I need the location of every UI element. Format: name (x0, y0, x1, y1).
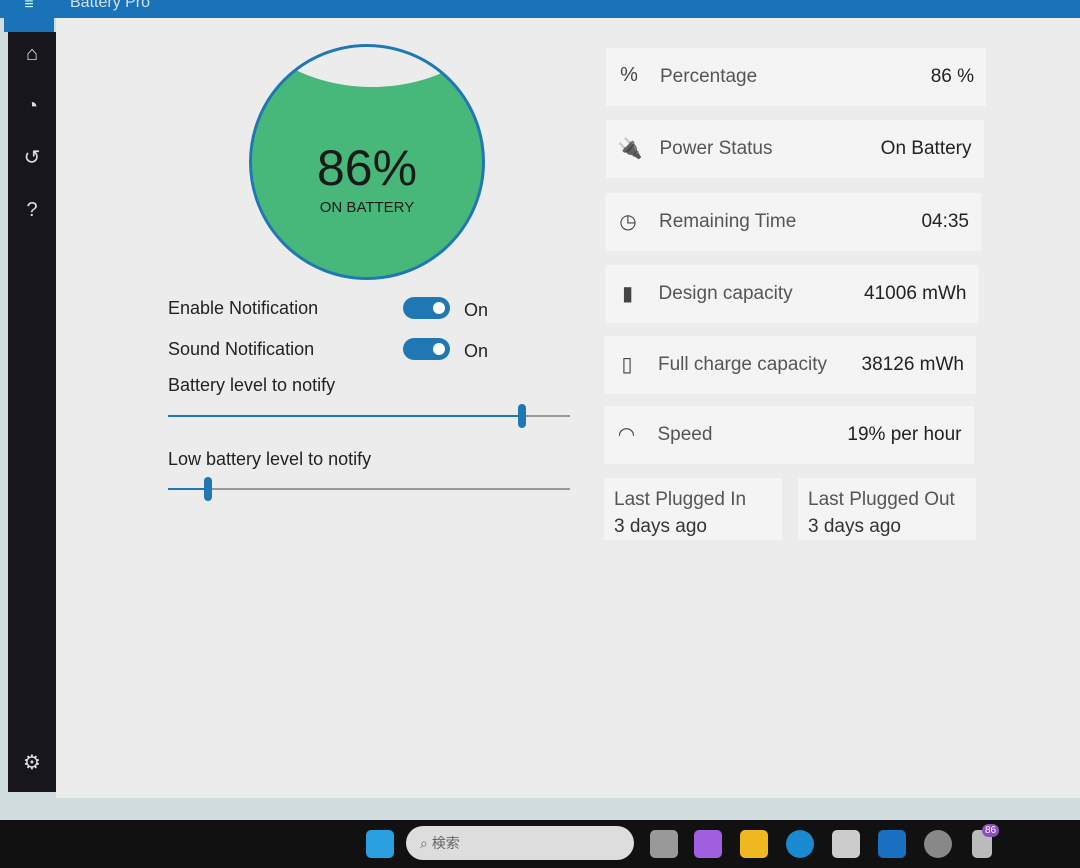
stat-label: Percentage (660, 66, 758, 87)
sound-notification-state: On (464, 341, 489, 361)
stat-card-remaining-time: ◷ Remaining Time 04:35 (605, 193, 981, 251)
last-plugged-out-label: Last Plugged Out (808, 489, 955, 510)
battery-level-label: Battery level to notify (168, 375, 336, 395)
stat-value: 41006 mWh (864, 283, 967, 304)
last-plugged-in-card: Last Plugged In 3 days ago (604, 478, 782, 540)
slider-fill (168, 415, 522, 417)
plug-icon: 🔌 (617, 138, 643, 160)
stat-value: 38126 mWh (861, 354, 964, 375)
stat-value: 86 % (930, 66, 974, 87)
sidebar: ⌂ ◔ ↺ ? ⚙ (8, 32, 56, 792)
low-battery-level-slider[interactable] (168, 477, 570, 501)
stat-value: 19% per hour (847, 424, 962, 445)
enable-notification-state: On (464, 300, 489, 320)
clock-icon: ◷ (619, 211, 637, 233)
battery-badge: 86 (982, 824, 1000, 837)
stat-card-power-status: 🔌 Power Status On Battery (605, 120, 984, 178)
low-battery-level-label: Low battery level to notify (168, 449, 372, 469)
pie-chart-icon[interactable]: ◔ (25, 95, 39, 117)
enable-notification-label: Enable Notification (168, 298, 319, 318)
edge-icon[interactable] (786, 830, 814, 858)
taskbar: ⌕ 検索 86 (0, 820, 1080, 868)
speedometer-icon: ◠ (617, 424, 636, 446)
stat-card-speed: ◠ Speed 19% per hour (603, 406, 974, 464)
stat-label: Power Status (659, 138, 773, 159)
last-plugged-in-label: Last Plugged In (614, 489, 747, 510)
slider-thumb[interactable] (517, 404, 526, 428)
app-title: Battery Pro (70, 0, 151, 11)
task-view-icon[interactable] (650, 830, 678, 858)
last-plugged-out-value: 3 days ago (808, 516, 901, 537)
outlook-icon[interactable] (878, 830, 906, 858)
sound-notification-toggle[interactable] (403, 338, 450, 360)
gauge-empty-area (252, 47, 482, 87)
taskbar-search[interactable]: ⌕ 検索 (406, 826, 634, 860)
settings-icon[interactable]: ⚙ (23, 752, 41, 774)
stat-card-full-charge-capacity: ▯ Full charge capacity 38126 mWh (604, 336, 976, 394)
battery-level-slider[interactable] (168, 404, 570, 428)
m365-icon[interactable] (694, 830, 722, 858)
stat-label: Speed (657, 424, 713, 445)
main-panel: 86% ON BATTERY Enable Notification On So… (56, 18, 1080, 798)
settings-app-icon[interactable] (924, 830, 952, 858)
last-plugged-out-card: Last Plugged Out 3 days ago (798, 478, 976, 540)
battery-full-icon: ▯ (621, 354, 633, 376)
battery-percent: 86% (316, 140, 418, 196)
file-explorer-icon[interactable] (740, 830, 768, 858)
stat-value: On Battery (880, 138, 972, 159)
battery-pro-taskbar-icon[interactable]: 86 (972, 824, 1000, 858)
stat-card-percentage: % Percentage 86 % (606, 48, 986, 106)
battery-gauge: 86% ON BATTERY (249, 44, 485, 280)
stat-card-design-capacity: ▮ Design capacity 41006 mWh (604, 265, 979, 323)
help-icon[interactable]: ? (26, 199, 38, 221)
stat-label: Design capacity (658, 283, 793, 304)
search-placeholder: 検索 (431, 835, 460, 851)
enable-notification-toggle[interactable] (403, 297, 450, 319)
battery-icon: ▮ (621, 283, 633, 305)
percent-icon: % (620, 64, 638, 86)
start-icon[interactable] (366, 830, 394, 858)
home-icon[interactable]: ⌂ (25, 43, 39, 65)
hamburger-icon[interactable]: ≡ (4, 0, 54, 32)
history-icon[interactable]: ↺ (23, 147, 41, 169)
slider-thumb[interactable] (204, 477, 213, 501)
last-plugged-in-value: 3 days ago (614, 516, 707, 537)
stat-value: 04:35 (921, 211, 969, 232)
sound-notification-label: Sound Notification (168, 339, 315, 359)
battery-state: ON BATTERY (319, 199, 415, 216)
store-icon[interactable] (832, 830, 860, 858)
stat-label: Remaining Time (659, 211, 797, 232)
slider-fill (168, 488, 209, 490)
stat-label: Full charge capacity (658, 354, 827, 375)
title-bar (0, 0, 1080, 18)
